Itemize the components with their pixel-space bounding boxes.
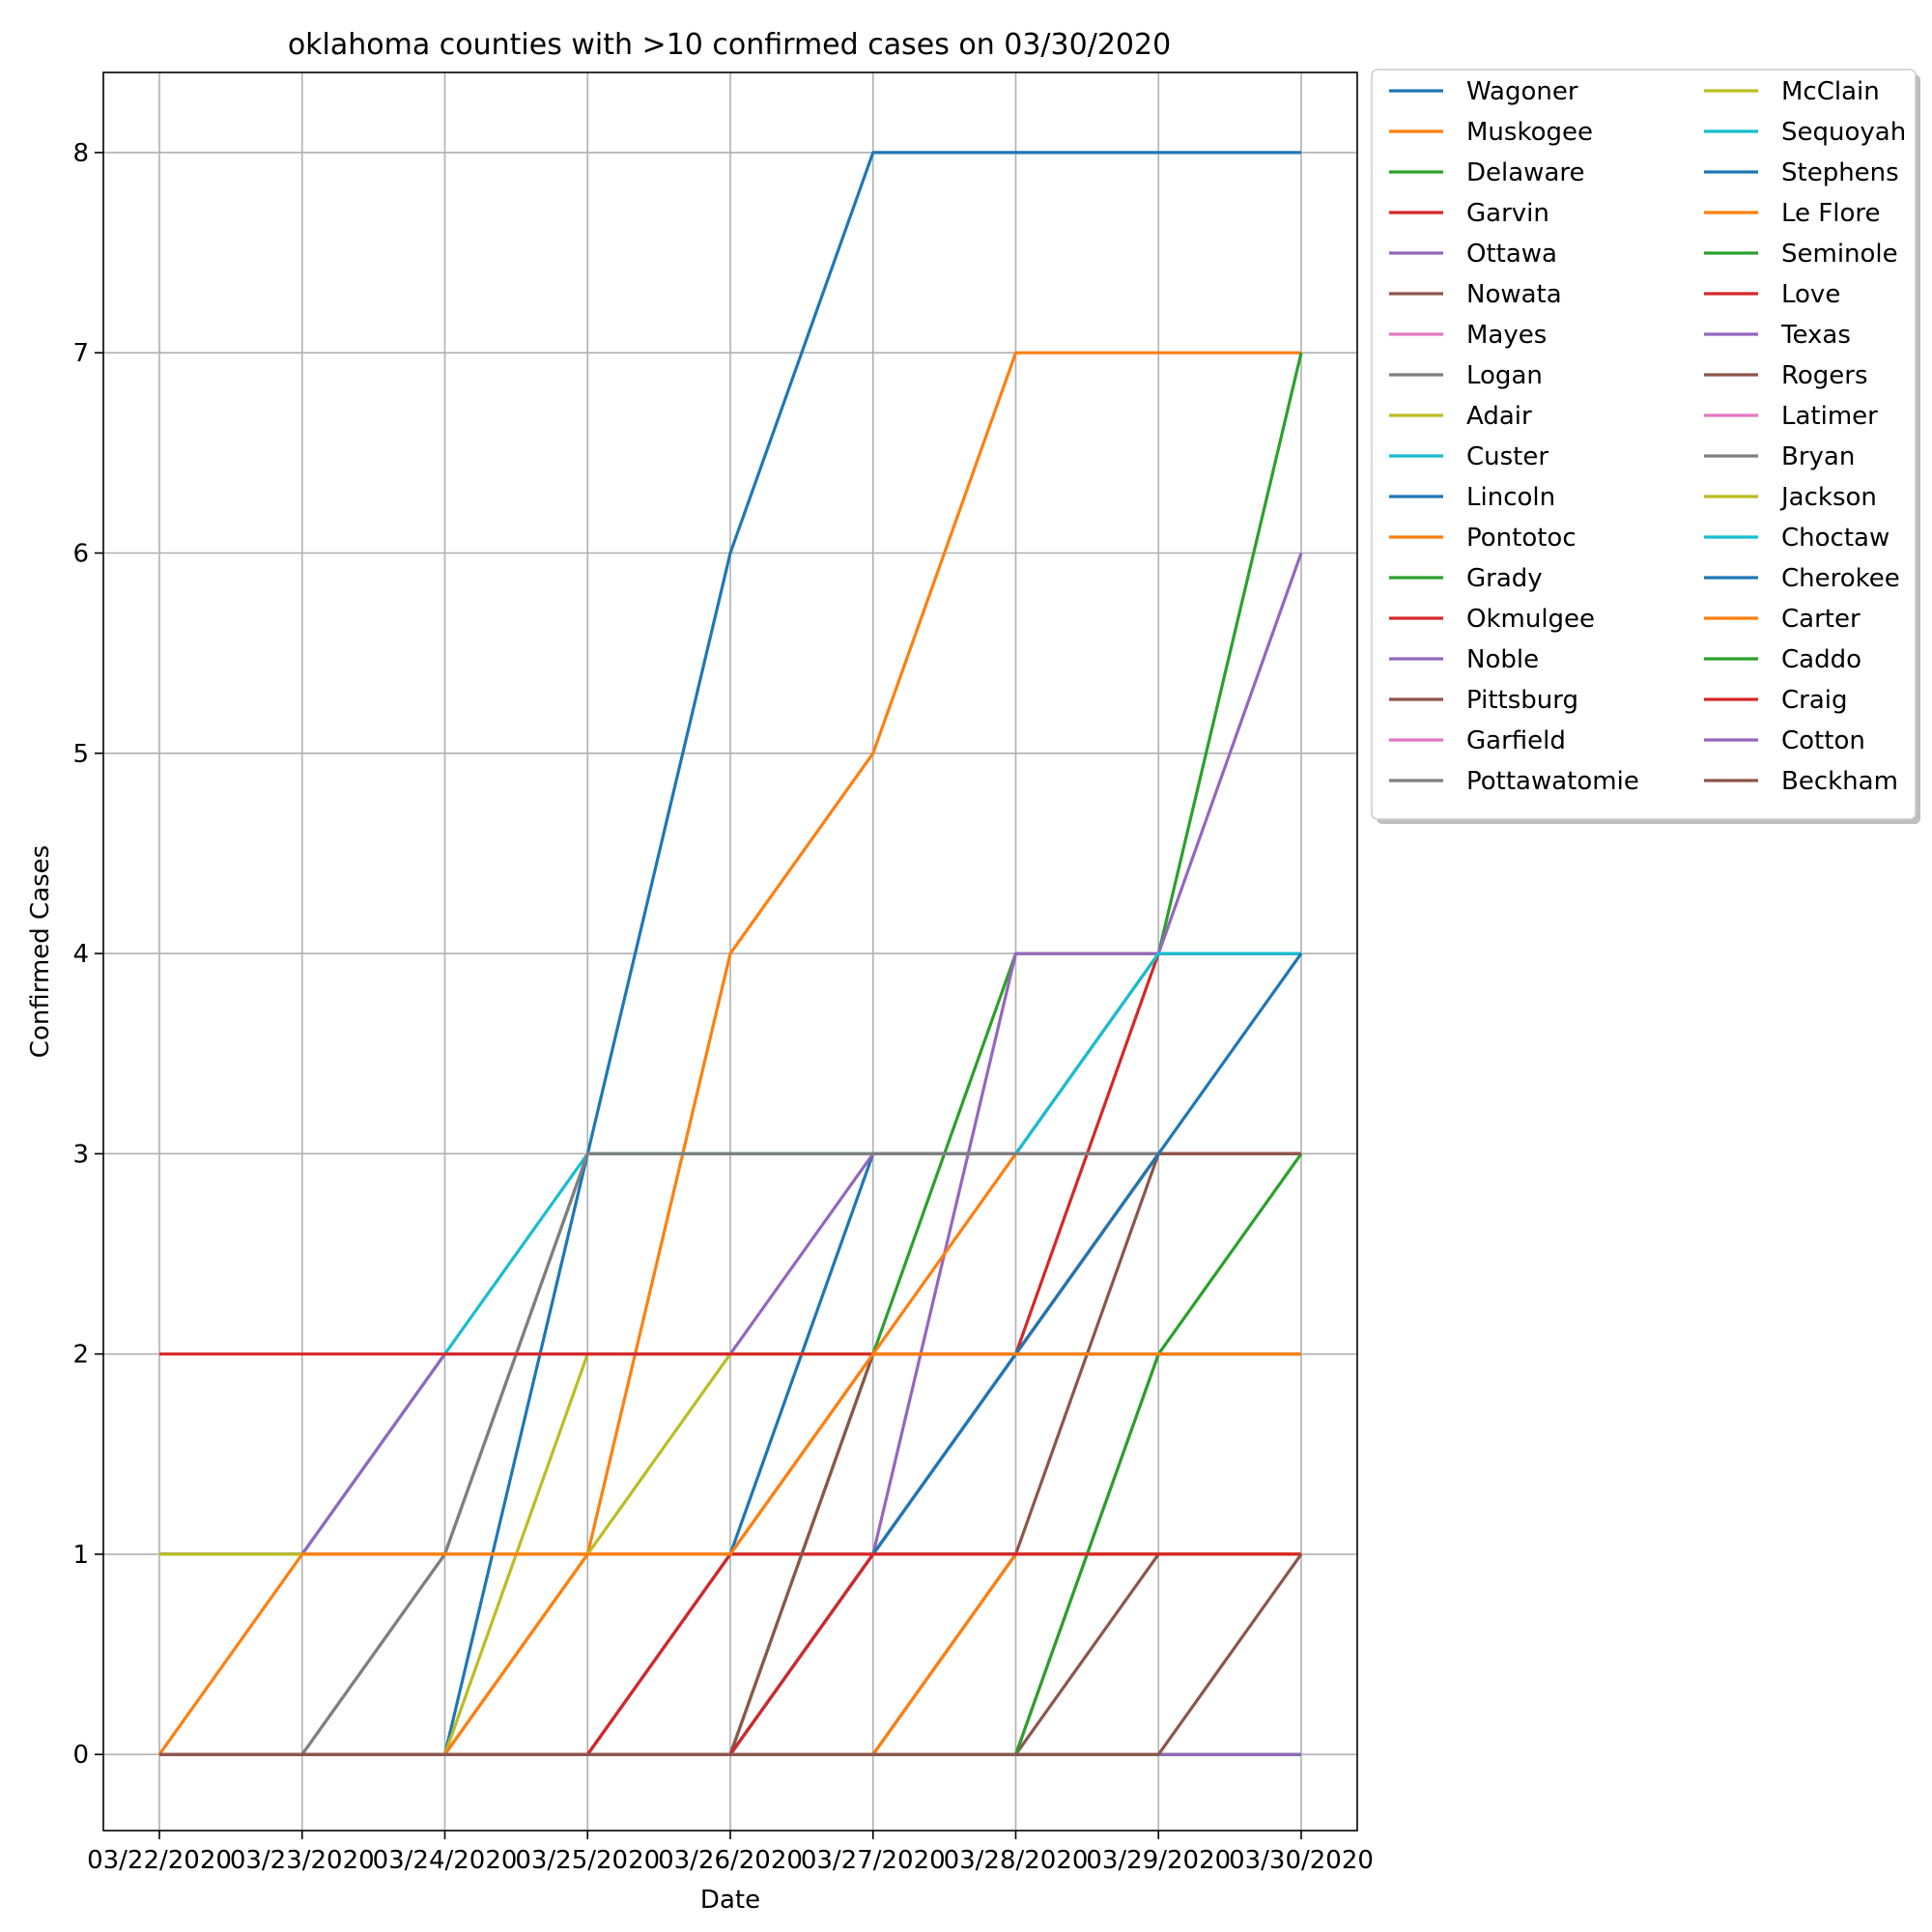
y-tick-label: 6 [72,539,89,568]
y-tick-label: 1 [72,1541,89,1570]
legend-entry-label: Garfield [1466,726,1566,755]
x-tick-label: 03/26/2020 [658,1846,803,1875]
legend-entry-label: Texas [1780,321,1851,350]
x-tick-label: 03/28/2020 [944,1846,1089,1875]
x-tick-label: 03/30/2020 [1229,1846,1374,1875]
legend-entry-label: Nowata [1466,280,1562,309]
legend-entry-label: Ottawa [1466,240,1557,269]
legend-entry-label: Lincoln [1466,483,1555,512]
x-tick-label: 03/24/2020 [373,1846,518,1875]
legend-entry-label: Wagoner [1466,77,1578,106]
legend-entry-label: Choctaw [1781,524,1889,553]
series-lines [157,151,1303,1756]
legend-entry-label: Logan [1466,361,1543,390]
legend: Wagoner Muskogee Delaware Garvin Ottawa Nowat… [1371,69,1920,824]
x-tick-label: 03/27/2020 [801,1846,946,1875]
legend-entry-label: Bryan [1781,442,1855,471]
legend-entry-label: Delaware [1466,158,1584,187]
legend-entry-label: Cherokee [1781,564,1900,593]
legend-entry-label: Carter [1781,605,1861,634]
legend-entry-label: Pontotoc [1466,524,1577,553]
legend-entry-label: McClain [1781,77,1880,106]
x-axis-label: Date [700,1886,760,1915]
legend-entry-label: Caddo [1781,645,1861,674]
legend-entry-label: Le Flore [1781,199,1881,228]
legend-entry-label: Jackson [1779,483,1877,512]
legend-entry-label: Garvin [1466,199,1549,228]
legend-box [1371,69,1917,820]
legend-entry-label: Mayes [1466,321,1547,350]
y-axis-ticks: 0 1 2 3 4 5 6 7 8 [72,139,103,1770]
legend-entry-label: Cotton [1781,726,1865,755]
legend-entry-label: Muskogee [1466,118,1593,147]
series-line-carter [157,1352,1301,1756]
legend-entry-label: Rogers [1781,361,1868,390]
legend-entry-label: Okmulgee [1466,605,1595,634]
legend-entry-label: Custer [1466,442,1548,471]
legend-entry-label: Noble [1466,645,1539,674]
legend-entry-label: Adair [1466,402,1532,431]
y-tick-label: 4 [72,940,89,969]
legend-entry-label: Sequoyah [1781,118,1906,147]
legend-entry-label: Stephens [1781,158,1899,187]
legend-entry-label: Beckham [1781,767,1898,796]
y-tick-label: 2 [72,1341,89,1370]
legend-entry-label: Pittsburg [1466,686,1578,715]
legend-entry-label: Latimer [1781,402,1878,431]
x-tick-label: 03/23/2020 [230,1846,375,1875]
legend-entry-label: Pottawatomie [1466,767,1639,796]
y-tick-label: 0 [72,1741,89,1770]
y-tick-label: 3 [72,1140,89,1169]
legend-entry-label: Grady [1466,564,1543,593]
x-tick-label: 03/29/2020 [1086,1846,1231,1875]
series-line-pottawatomie [159,1151,1301,1756]
x-tick-label: 03/22/2020 [87,1846,232,1875]
chart-title: oklahoma counties with >10 confirmed cas… [288,28,1171,62]
legend-entry-label: Seminole [1781,240,1898,269]
legend-entry-label: Craig [1781,686,1848,715]
series-line-beckham [159,1552,1303,1756]
y-tick-label: 8 [72,139,89,168]
legend-entry-label: Love [1781,280,1840,309]
y-axis-label: Confirmed Cases [26,845,55,1058]
y-tick-label: 5 [72,740,89,769]
y-tick-label: 7 [72,339,89,368]
x-axis-ticks: 03/22/202003/23/202003/24/202003/25/2020… [87,1831,1374,1875]
x-tick-label: 03/25/2020 [515,1846,660,1875]
